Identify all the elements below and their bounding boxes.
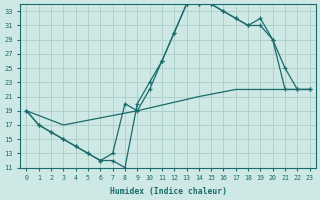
X-axis label: Humidex (Indice chaleur): Humidex (Indice chaleur) [109,187,227,196]
